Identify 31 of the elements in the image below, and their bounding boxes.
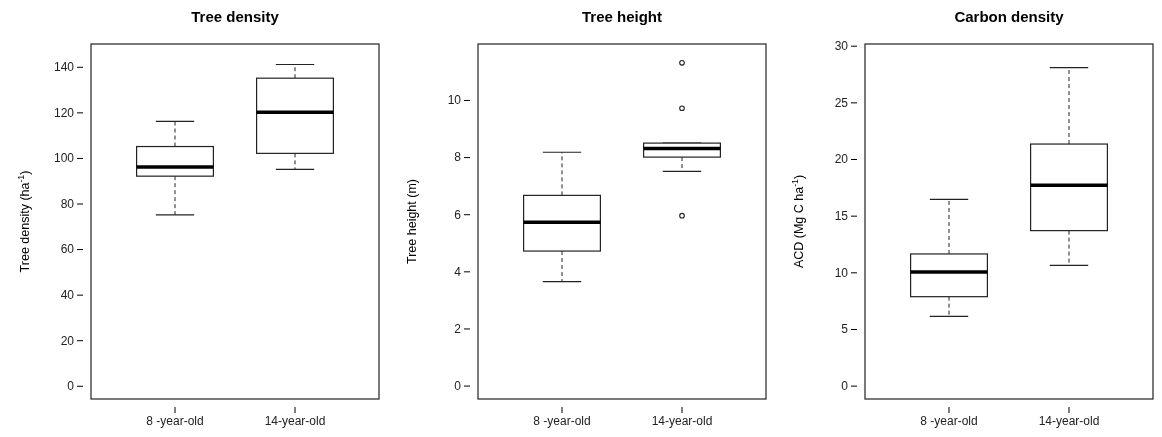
- y-tick-label: 100: [53, 151, 75, 166]
- x-tick-label: 8 -year-old: [146, 413, 204, 428]
- x-tick-label: 14-year-old: [1038, 413, 1100, 428]
- y-axis-title: Tree height (m): [405, 179, 419, 264]
- y-tick-label: 4: [454, 264, 462, 279]
- y-tick-label: 40: [60, 287, 75, 302]
- y-tick-label: 30: [834, 39, 849, 54]
- chart-title: Tree height: [581, 8, 663, 25]
- y-tick-label: 8: [454, 150, 462, 165]
- chart-title: Tree density: [191, 8, 280, 25]
- y-tick-label: 0: [841, 378, 849, 393]
- y-tick-label: 80: [60, 196, 75, 211]
- y-tick-label: 0: [454, 378, 462, 393]
- x-tick-label: 14-year-old: [264, 413, 326, 428]
- y-tick-label: 140: [53, 60, 75, 75]
- y-tick-label: 10: [447, 93, 462, 108]
- y-tick-label: 15: [834, 209, 849, 223]
- y-tick-label: 5: [841, 322, 849, 337]
- y-tick-label: 120: [53, 105, 75, 120]
- y-tick-label: 6: [454, 207, 462, 222]
- y-tick-label: 10: [834, 265, 849, 280]
- y-tick-label: 60: [60, 242, 75, 257]
- x-tick-label: 14-year-old: [651, 413, 713, 428]
- chart-title: Carbon density: [954, 8, 1065, 25]
- y-tick-label: 25: [834, 95, 849, 110]
- y-tick-label: 0: [67, 379, 75, 394]
- x-tick-label: 8 -year-old: [533, 413, 591, 428]
- y-tick-label: 20: [834, 152, 849, 167]
- x-tick-label: 8 -year-old: [920, 413, 978, 428]
- y-tick-label: 20: [60, 333, 75, 348]
- y-tick-label: 2: [454, 321, 462, 336]
